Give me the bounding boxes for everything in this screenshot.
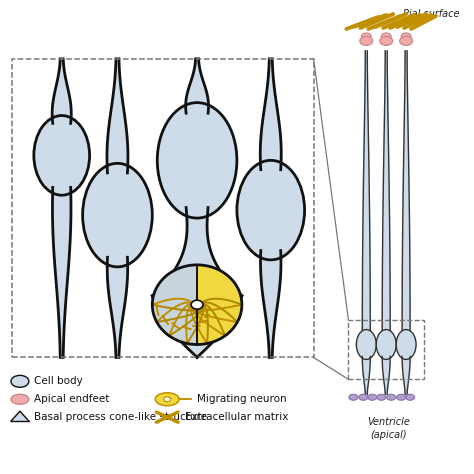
Polygon shape [152,265,197,345]
Text: Cell body: Cell body [34,376,82,386]
Ellipse shape [381,38,391,45]
Ellipse shape [406,394,415,400]
Polygon shape [260,59,281,170]
Ellipse shape [11,394,29,404]
Polygon shape [152,208,242,296]
Ellipse shape [82,164,152,267]
Ellipse shape [34,116,90,195]
Bar [12,59,313,357]
Ellipse shape [400,36,412,46]
Text: Ventricle
(apical): Ventricle (apical) [367,417,410,440]
Ellipse shape [361,33,371,40]
Ellipse shape [376,329,396,359]
Polygon shape [152,296,242,357]
Ellipse shape [157,103,237,218]
Bar [348,319,424,379]
Polygon shape [107,257,128,357]
Ellipse shape [381,33,391,40]
Text: Migrating neuron: Migrating neuron [197,394,287,404]
Polygon shape [382,356,390,394]
Ellipse shape [360,36,373,46]
Ellipse shape [155,393,179,406]
Polygon shape [382,51,390,333]
Ellipse shape [380,36,392,46]
Ellipse shape [11,375,29,387]
Ellipse shape [237,160,305,260]
Ellipse shape [377,394,386,400]
Ellipse shape [152,265,242,345]
Polygon shape [53,187,71,357]
Polygon shape [52,59,71,123]
Text: Extracellular matrix: Extracellular matrix [185,412,289,422]
Ellipse shape [401,33,411,40]
Ellipse shape [356,329,376,359]
Ellipse shape [387,394,396,400]
Text: Basal process cone-like structure: Basal process cone-like structure [34,412,207,422]
Polygon shape [11,411,29,421]
Ellipse shape [396,329,416,359]
Text: Pial surface: Pial surface [403,9,460,19]
Ellipse shape [368,394,377,400]
Ellipse shape [397,394,406,400]
Polygon shape [402,356,410,394]
Ellipse shape [401,38,411,45]
Polygon shape [107,59,128,173]
Ellipse shape [349,394,358,400]
Polygon shape [197,265,242,345]
Polygon shape [362,51,370,333]
Polygon shape [261,251,281,357]
Text: Apical endfeet: Apical endfeet [34,394,109,404]
Ellipse shape [361,38,371,45]
Polygon shape [362,356,370,394]
Ellipse shape [191,300,203,309]
Ellipse shape [359,394,368,400]
Polygon shape [186,59,209,113]
Polygon shape [402,51,410,333]
Ellipse shape [164,397,171,402]
